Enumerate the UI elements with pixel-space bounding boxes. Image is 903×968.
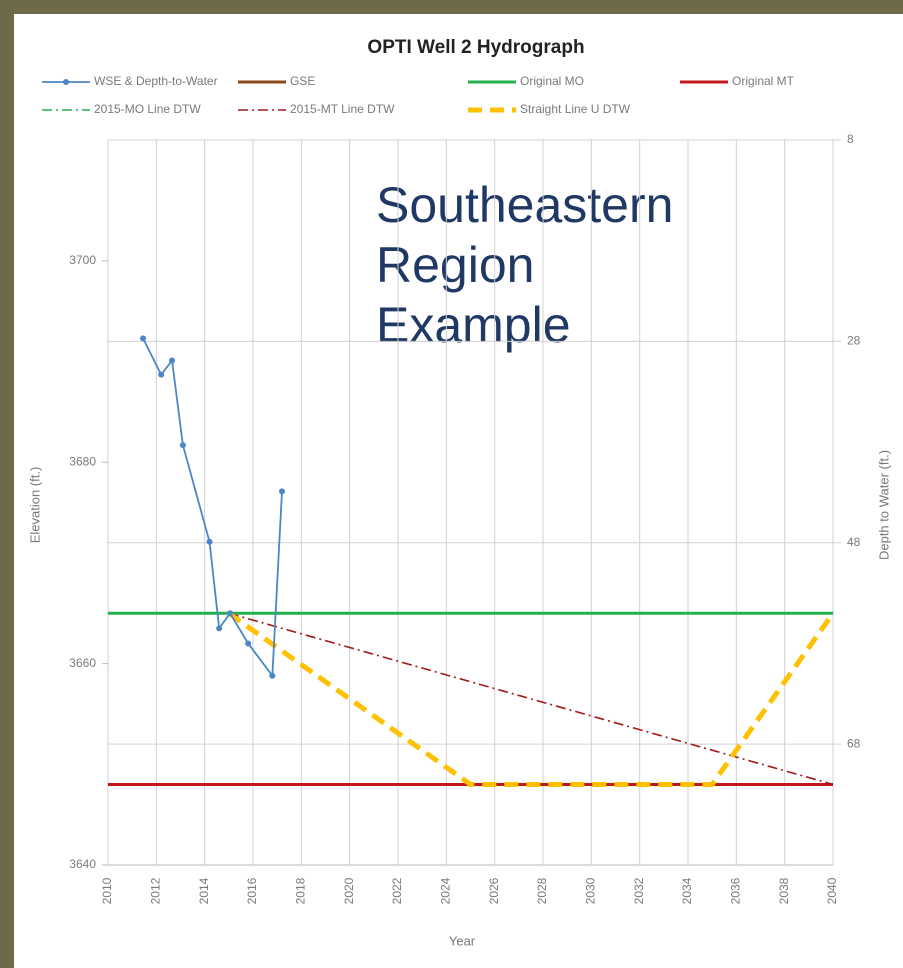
x-tick-label: 2026 (487, 877, 501, 904)
x-tick-label: 2030 (584, 877, 598, 904)
legend-label: WSE & Depth-to-Water (94, 74, 218, 88)
marker (158, 371, 165, 378)
legend-label: 2015-MT Line DTW (290, 102, 395, 116)
x-axis-title: Year (449, 933, 476, 948)
marker (245, 640, 252, 647)
x-tick-label: 2038 (777, 877, 791, 904)
legend-marker (63, 79, 69, 85)
annotation-line: Example (376, 297, 571, 353)
chart-title: OPTI Well 2 Hydrograph (367, 37, 584, 58)
x-tick-label: 2028 (535, 877, 549, 904)
legend-label: Original MO (520, 74, 584, 88)
legend-label: GSE (290, 74, 315, 88)
x-tick-label: 2036 (729, 877, 743, 904)
x-tick-label: 2020 (342, 877, 356, 904)
y2-tick-label: 68 (847, 736, 861, 750)
x-tick-label: 2016 (245, 877, 259, 904)
marker (269, 672, 276, 679)
x-tick-label: 2040 (825, 877, 839, 904)
y2-tick-label: 48 (847, 535, 861, 549)
x-tick-label: 2032 (632, 877, 646, 904)
marker (206, 538, 213, 545)
y2-tick-label: 28 (847, 334, 861, 348)
marker (216, 625, 223, 632)
marker (140, 335, 147, 342)
y2-axis-title: Depth to Water (ft.) (876, 450, 891, 560)
y-tick-label: 3700 (69, 253, 96, 267)
marker (179, 442, 186, 449)
marker (227, 610, 234, 617)
y2-tick-label: 8 (847, 132, 854, 146)
legend-label: 2015-MO Line DTW (94, 102, 201, 116)
annotation-line: Region (376, 237, 534, 293)
x-tick-label: 2010 (100, 877, 114, 904)
annotation: Southeastern Region Example (376, 177, 673, 353)
y-tick-label: 3660 (69, 656, 96, 670)
x-tick-label: 2034 (680, 877, 694, 904)
marker (279, 488, 285, 495)
x-tick-label: 2018 (294, 877, 308, 904)
marker (169, 357, 176, 364)
panel (14, 14, 903, 968)
y-tick-label: 3680 (69, 454, 96, 468)
legend-label: Original MT (732, 74, 795, 88)
x-tick-label: 2012 (149, 877, 163, 904)
legend-label: Straight Line U DTW (520, 102, 631, 116)
y-tick-label: 3640 (69, 857, 96, 871)
x-tick-label: 2024 (439, 877, 453, 904)
x-tick-label: 2014 (197, 877, 211, 904)
annotation-line: Southeastern (376, 177, 673, 233)
x-tick-label: 2022 (390, 877, 404, 904)
series-line (227, 611, 836, 787)
series-line (142, 337, 283, 679)
y-axis-title: Elevation (ft.) (27, 467, 42, 544)
